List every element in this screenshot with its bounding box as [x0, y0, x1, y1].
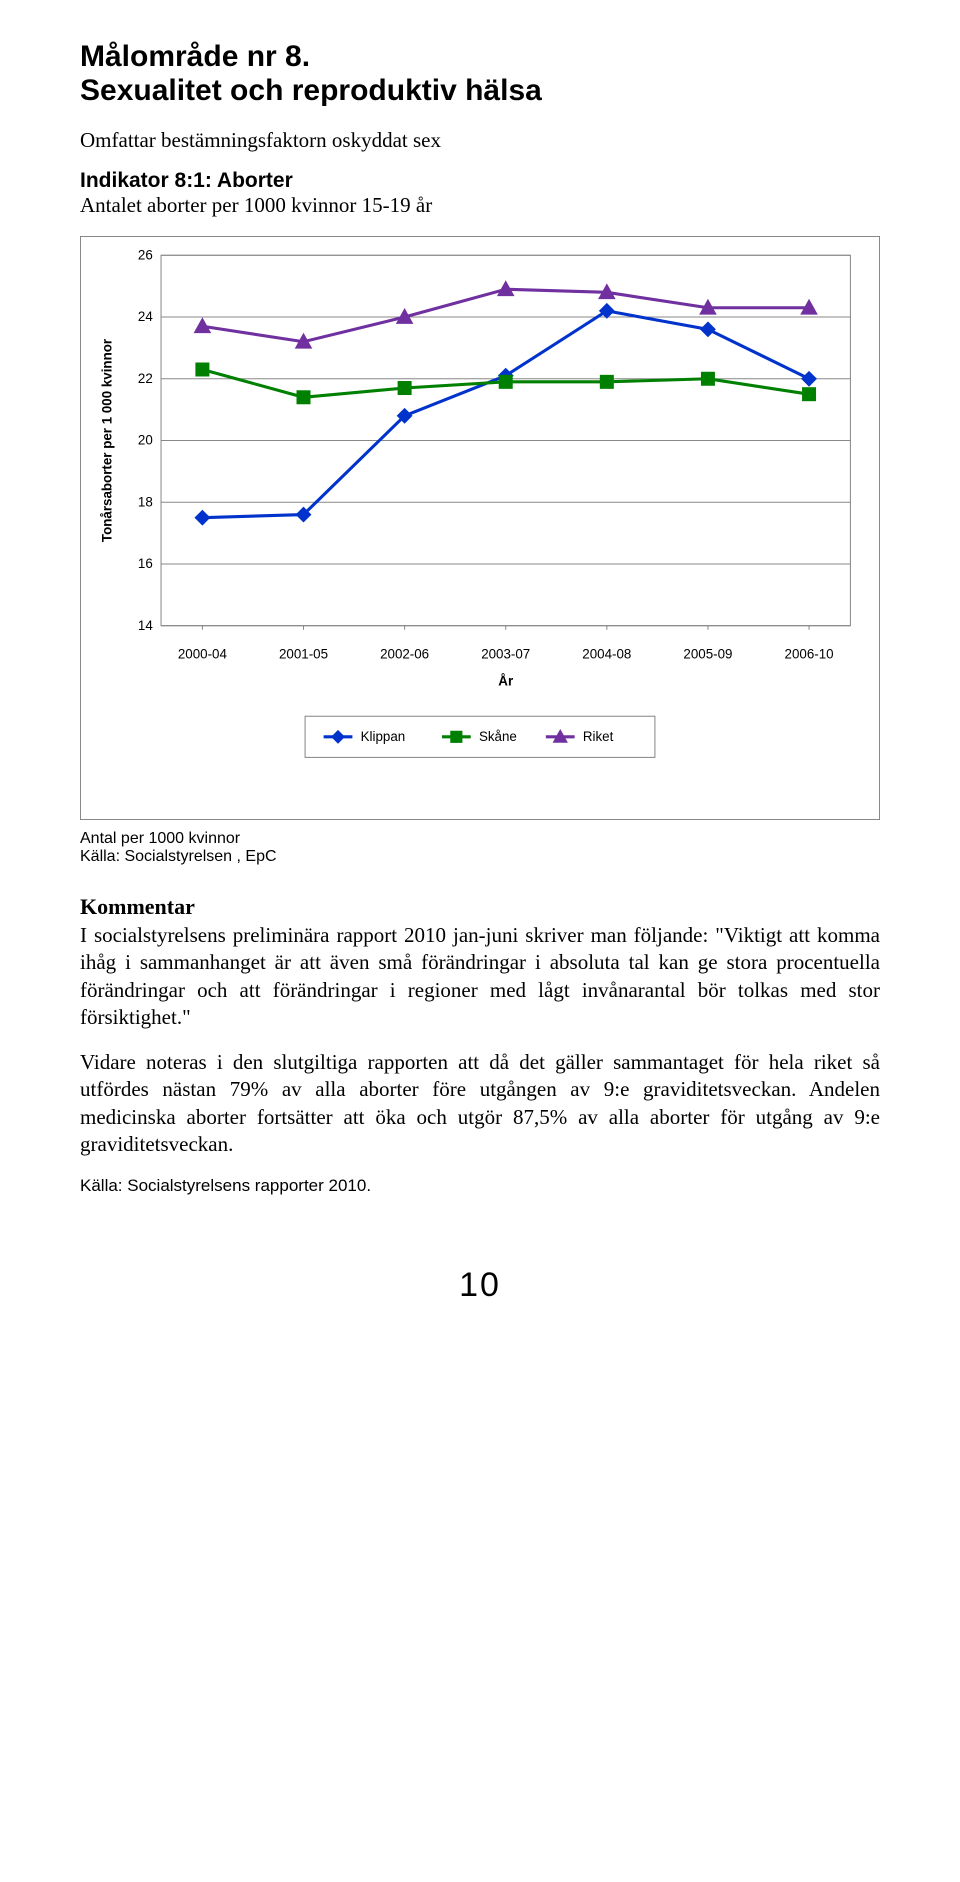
indicator-block: Indikator 8:1: Aborter Antalet aborter p… — [80, 169, 880, 218]
svg-text:16: 16 — [138, 556, 153, 571]
chart-container: 14 16 18 20 22 24 26 Tonårsaborter per 1 000 kv… — [80, 236, 880, 820]
title-block: Målområde nr 8. Sexualitet och reprodukt… — [80, 40, 880, 108]
subtitle: Omfattar bestämningsfaktorn oskyddat sex — [80, 128, 880, 153]
indicator-label: Indikator 8:1: Aborter — [80, 169, 880, 193]
source1-line1: Antal per 1000 kvinnor — [80, 830, 880, 848]
kommentar-p1: I socialstyrelsens preliminära rapport 2… — [80, 922, 880, 1031]
svg-text:Klippan: Klippan — [361, 729, 406, 744]
svg-text:2003-07: 2003-07 — [481, 647, 530, 662]
source-block-1: Antal per 1000 kvinnor Källa: Socialstyr… — [80, 830, 880, 866]
svg-text:2006-10: 2006-10 — [785, 647, 834, 662]
source1-line2: Källa: Socialstyrelsen , EpC — [80, 848, 880, 866]
page-number: 10 — [80, 1266, 880, 1305]
indicator-desc: Antalet aborter per 1000 kvinnor 15-19 å… — [80, 193, 880, 218]
svg-text:2004-08: 2004-08 — [582, 647, 631, 662]
kommentar-p2: Vidare noteras i den slutgiltiga rapport… — [80, 1049, 880, 1158]
svg-text:2005-09: 2005-09 — [683, 647, 732, 662]
svg-text:2002-06: 2002-06 — [380, 647, 429, 662]
svg-text:26: 26 — [138, 247, 153, 262]
svg-text:Tonårsaborter per 1 000 kvinno: Tonårsaborter per 1 000 kvinnor — [100, 339, 115, 542]
svg-text:Riket: Riket — [583, 729, 614, 744]
svg-text:18: 18 — [138, 494, 153, 509]
title-line2: Sexualitet och reproduktiv hälsa — [80, 74, 880, 108]
svg-text:Skåne: Skåne — [479, 729, 517, 744]
svg-text:2000-04: 2000-04 — [178, 647, 228, 662]
source-block-2: Källa: Socialstyrelsens rapporter 2010. — [80, 1176, 880, 1196]
svg-text:24: 24 — [138, 309, 153, 324]
title-line1: Målområde nr 8. — [80, 40, 880, 74]
svg-text:2001-05: 2001-05 — [279, 647, 328, 662]
svg-text:År: År — [498, 673, 513, 688]
svg-text:14: 14 — [138, 618, 153, 633]
line-chart: 14 16 18 20 22 24 26 Tonårsaborter per 1 000 kv… — [89, 245, 871, 811]
kommentar-section: Kommentar I socialstyrelsens preliminära… — [80, 894, 880, 1158]
svg-text:20: 20 — [138, 433, 153, 448]
kommentar-heading: Kommentar — [80, 894, 880, 920]
svg-text:22: 22 — [138, 371, 153, 386]
